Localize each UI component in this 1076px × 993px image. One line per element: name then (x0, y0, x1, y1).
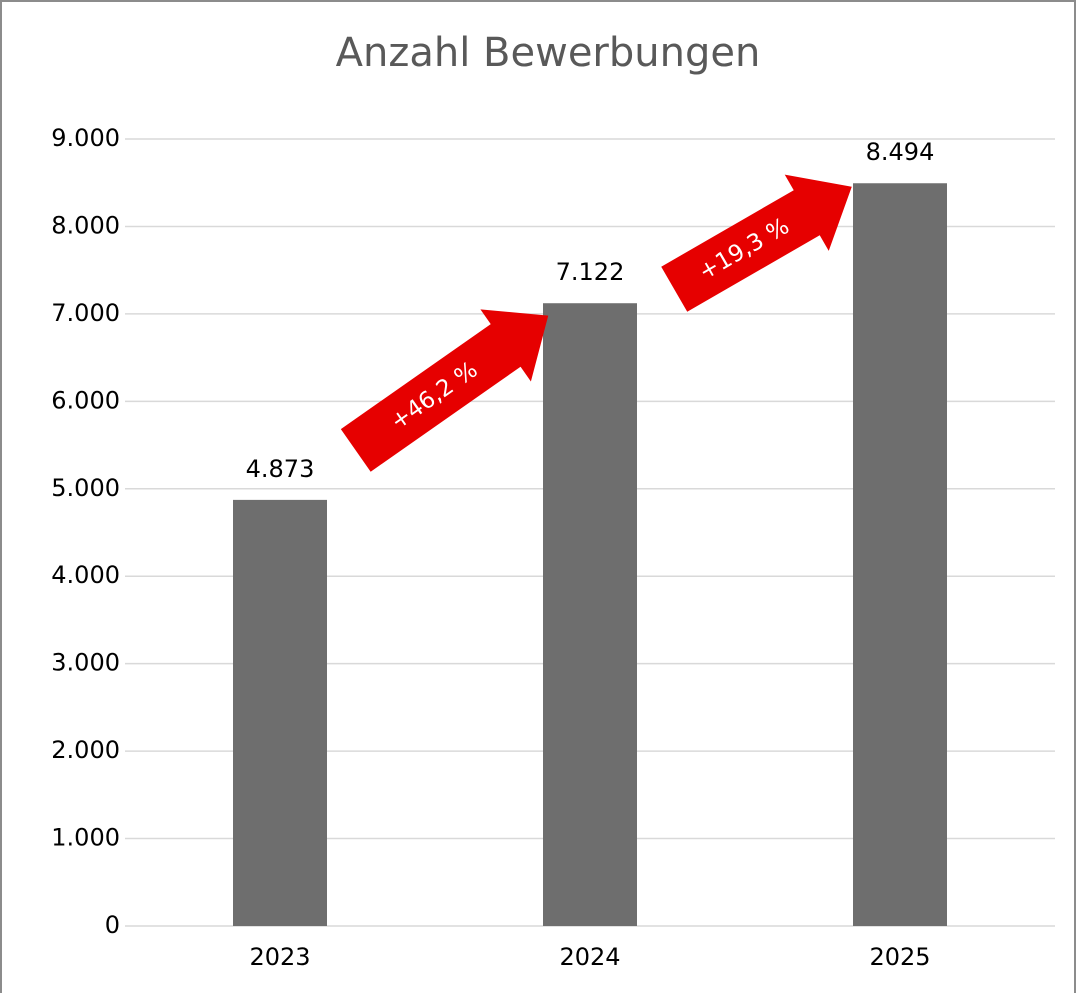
x-tick-label: 2024 (559, 943, 620, 971)
x-tick-label: 2023 (249, 943, 310, 971)
y-tick-label: 7.000 (51, 299, 120, 327)
value-label: 8.494 (866, 138, 935, 166)
value-label: 7.122 (556, 258, 625, 286)
y-tick-label: 1.000 (51, 824, 120, 852)
y-tick-label: 2.000 (51, 736, 120, 764)
x-tick-label: 2025 (869, 943, 930, 971)
y-tick-label: 6.000 (51, 386, 120, 414)
y-tick-label: 9.000 (51, 124, 120, 152)
bar (543, 303, 637, 926)
value-label: 4.873 (246, 455, 315, 483)
arrow-shape (661, 174, 852, 312)
bar (233, 499, 327, 926)
y-tick-label: 3.000 (51, 649, 120, 677)
chart-title: Anzahl Bewerbungen (336, 30, 761, 76)
y-tick-label: 5.000 (51, 474, 120, 502)
y-tick-label: 8.000 (51, 211, 120, 239)
arrow-shape (340, 309, 549, 472)
y-tick-label: 4.000 (51, 561, 120, 589)
bar (853, 183, 947, 926)
y-tick-label: 0 (105, 911, 120, 939)
